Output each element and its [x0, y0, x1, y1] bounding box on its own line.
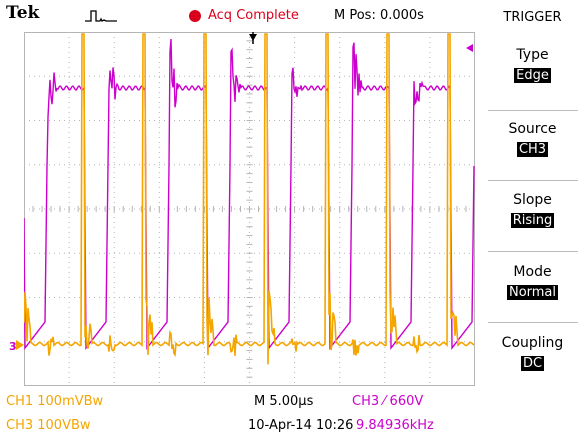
acq-indicator-icon: [189, 10, 201, 22]
date-time: 10-Apr-14 10:26: [248, 418, 354, 433]
menu-item-value: Edge: [514, 68, 551, 83]
ch3-scale: CH3 100VBw: [6, 418, 91, 433]
frequency-readout: 9.84936kHz: [356, 418, 434, 433]
waveform-display[interactable]: [24, 32, 475, 386]
main-position: M Pos: 0.000s: [334, 8, 424, 23]
readout-bar: CH1 100mVBw CH3 100VBw M 5.00µs 10-Apr-1…: [0, 390, 480, 439]
menu-item-value: Rising: [510, 213, 555, 228]
ch1-scale: CH1 100mVBw: [6, 394, 104, 409]
menu-item-source[interactable]: Source CH3: [480, 120, 585, 180]
menu-divider: [488, 110, 578, 111]
menu-item-value: CH3: [516, 142, 549, 157]
menu-item-value: DC: [520, 356, 545, 371]
menu-item-type[interactable]: Type Edge: [480, 46, 585, 106]
trigger-readout: CH3 ⁄ 660V: [352, 394, 424, 409]
ch1-trace: [24, 33, 475, 365]
menu-item-slope[interactable]: Slope Rising: [480, 191, 585, 251]
menu-item-coupling[interactable]: Coupling DC: [480, 334, 585, 394]
pulse-icon: [85, 10, 117, 22]
menu-item-label: Coupling: [501, 335, 564, 351]
ch3-ground-icon: 3: [9, 340, 17, 353]
trigger-level-icon: [466, 44, 473, 52]
menu-item-label: Type: [516, 47, 549, 63]
menu-title: TRIGGER: [503, 10, 562, 25]
brand-logo: Tek: [6, 3, 40, 23]
trigger-position-icon: [249, 32, 257, 44]
ch3-trace: [24, 38, 475, 351]
menu-item-label: Mode: [513, 264, 552, 280]
menu-divider: [488, 180, 578, 181]
status-bar: Tek Acq Complete M Pos: 0.000s: [0, 0, 480, 32]
menu-divider: [488, 322, 578, 323]
menu-divider: [488, 251, 578, 252]
menu-item-value: Normal: [506, 285, 559, 300]
ch3-ground-arrow-icon: [16, 340, 24, 350]
acquisition-status: Acq Complete: [208, 8, 299, 23]
menu-item-label: Slope: [513, 192, 552, 208]
menu-item-mode[interactable]: Mode Normal: [480, 263, 585, 323]
graticule: [24, 32, 475, 386]
timebase: M 5.00µs: [254, 394, 314, 409]
menu-item-label: Source: [508, 121, 557, 137]
trigger-menu: TRIGGER Type Edge Source CH3 Slope Risin…: [480, 0, 585, 439]
